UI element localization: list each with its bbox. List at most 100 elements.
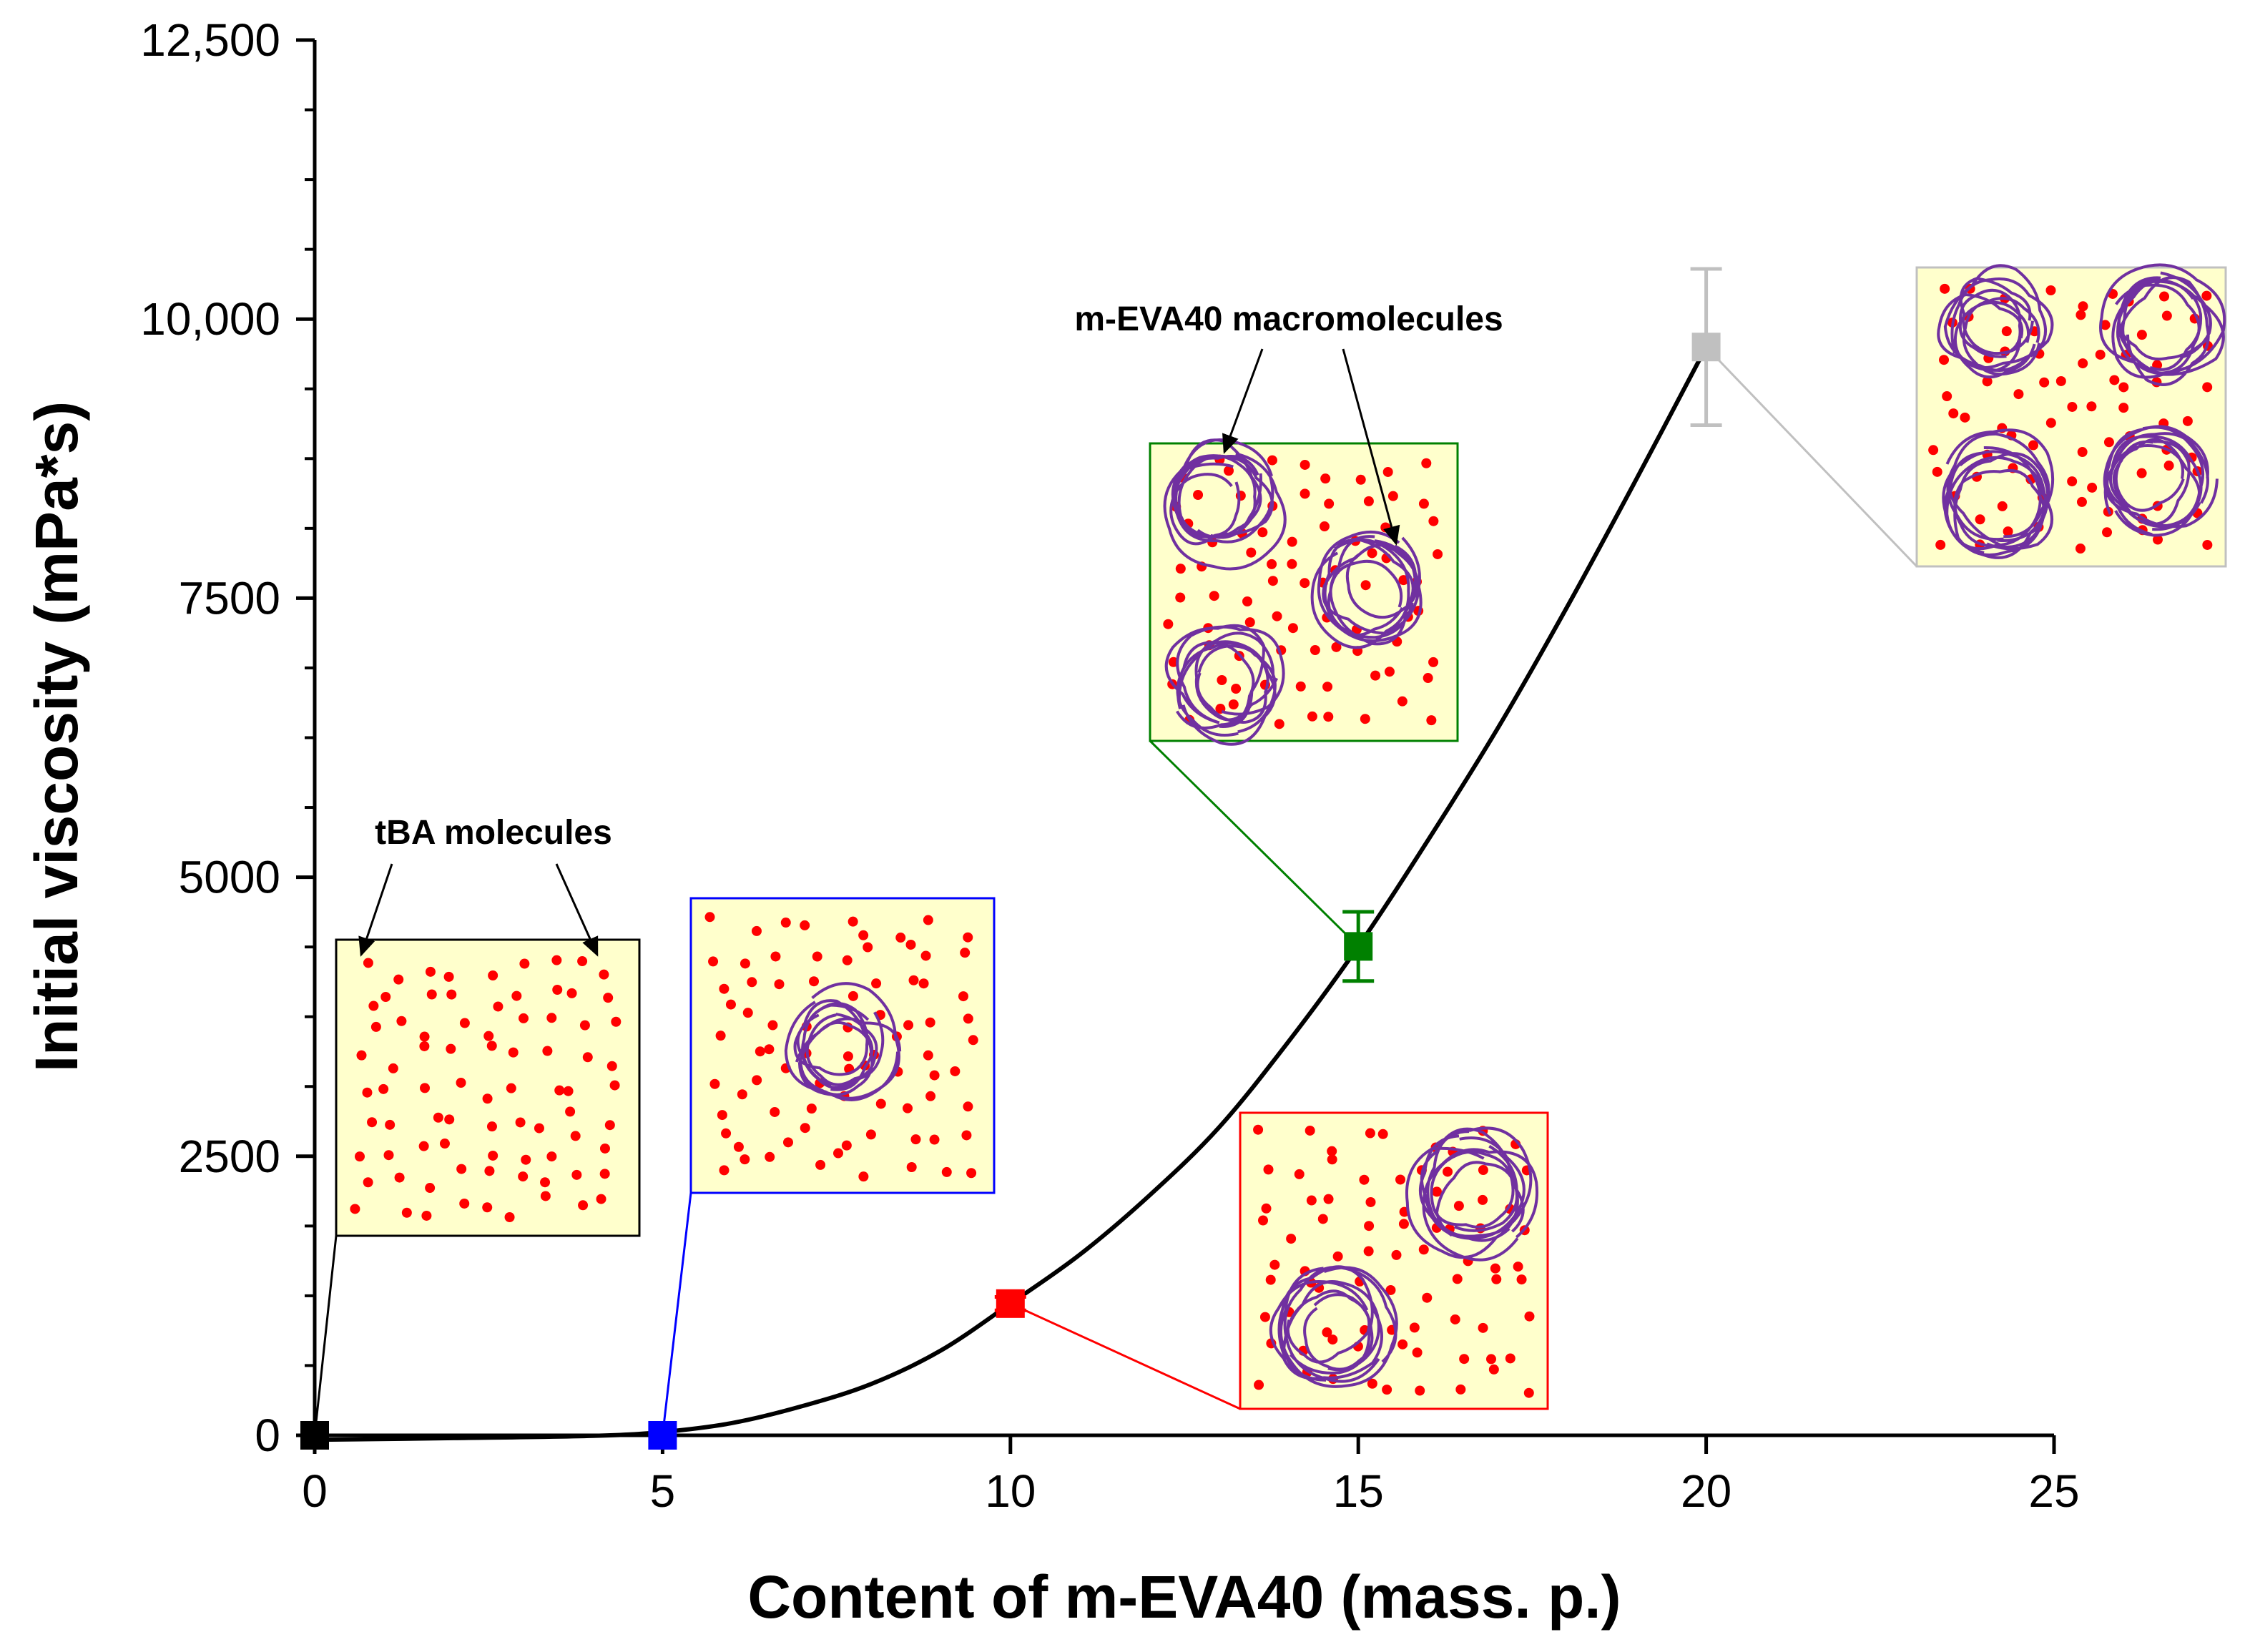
molecule-dot	[719, 1165, 729, 1176]
molecule-dot	[1428, 657, 1439, 667]
molecule-dot	[1300, 578, 1310, 589]
molecule-dot	[565, 1106, 576, 1117]
molecule-dot	[966, 1168, 977, 1179]
molecule-dot	[961, 1130, 972, 1141]
polymer-coil	[1310, 530, 1423, 649]
molecule-dot	[1327, 1146, 1337, 1156]
molecule-dot	[2045, 285, 2056, 295]
molecule-dot	[508, 1047, 519, 1058]
molecule-dot	[1261, 1203, 1272, 1214]
molecule-dot	[1320, 473, 1331, 484]
molecule-dot	[1478, 1165, 1488, 1176]
molecule-dot	[426, 989, 437, 1000]
molecule-dot	[920, 950, 931, 961]
molecule-dot	[396, 1016, 407, 1026]
molecule-dot	[1982, 376, 1993, 387]
molecule-dot	[721, 1128, 732, 1139]
molecule-dot	[378, 1083, 389, 1094]
molecule-dot	[1939, 355, 1950, 365]
molecule-dot	[582, 1052, 593, 1063]
molecule-dot	[1523, 1387, 1534, 1398]
molecule-dot	[841, 1140, 852, 1151]
polymer-coil	[2099, 263, 2226, 386]
molecule-dot	[809, 976, 820, 987]
inset-connector	[1149, 739, 1360, 948]
molecule-dot	[848, 990, 858, 1001]
molecule-dot	[2118, 403, 2129, 413]
molecule-dot	[1267, 455, 1277, 466]
molecule-dot	[925, 1017, 935, 1028]
molecule-dot	[1391, 1249, 1402, 1260]
molecule-dot	[709, 1078, 720, 1089]
molecule-dot	[419, 1041, 430, 1051]
molecule-dot	[1359, 1174, 1370, 1185]
molecule-dot	[903, 1020, 914, 1031]
ticks: 0 5 10 15 20 25 0 2500 5000 7500 10,000 12,500	[140, 14, 2079, 1517]
molecule-dot	[1360, 714, 1370, 724]
molecule-dot	[1948, 408, 1959, 419]
molecule-dot	[704, 912, 715, 923]
molecule-dot	[1367, 1378, 1377, 1389]
molecule-dot	[1193, 489, 1204, 500]
y-tick-label: 5000	[179, 852, 280, 903]
x-tick-label: 15	[1333, 1465, 1384, 1517]
arrow-meva-left	[1222, 348, 1264, 454]
molecule-dot	[1409, 1322, 1420, 1333]
molecule-dot	[2039, 377, 2050, 388]
molecule-dot	[421, 1210, 432, 1221]
molecule-dot	[1942, 391, 1952, 402]
data-point	[1691, 333, 1721, 362]
molecule-dot	[770, 951, 781, 962]
molecule-dot	[1513, 1262, 1523, 1272]
polymer-coil	[1269, 1265, 1398, 1388]
molecule-dot	[871, 978, 882, 989]
molecule-dot	[596, 1194, 606, 1204]
molecule-dot	[356, 1050, 367, 1061]
inset-connector	[661, 1192, 692, 1436]
molecule-dot	[1397, 696, 1408, 707]
molecule-dot	[740, 1154, 750, 1165]
molecule-dot	[606, 1061, 617, 1071]
molecule-dot	[848, 916, 858, 927]
molecule-dot	[521, 1154, 531, 1165]
molecule-dot	[504, 1212, 515, 1223]
molecule-dot	[806, 1103, 817, 1114]
molecule-dot	[2100, 320, 2111, 330]
molecule-dot	[506, 1083, 516, 1093]
molecule-dot	[1363, 1246, 1374, 1257]
molecule-dot	[774, 979, 785, 990]
molecule-dot	[362, 1087, 373, 1098]
molecule-dot	[1367, 548, 1377, 559]
molecule-dot	[546, 1151, 557, 1162]
molecule-dot	[425, 966, 436, 977]
molecule-dot	[383, 1150, 394, 1161]
molecule-dot	[2103, 437, 2114, 448]
molecule-dot	[770, 1106, 780, 1117]
inset-box	[1239, 1111, 1549, 1410]
molecule-dot	[446, 989, 457, 1000]
molecule-dot	[540, 1191, 551, 1201]
inset-3	[1149, 438, 1459, 948]
molecule-dot	[751, 925, 762, 936]
molecule-dot	[577, 956, 588, 967]
molecule-dot	[2077, 447, 2088, 458]
inset-connector	[1705, 346, 1918, 568]
molecule-dot	[433, 1112, 443, 1123]
molecule-dot	[542, 1046, 553, 1056]
molecule-dot	[1397, 1339, 1408, 1349]
molecule-dot	[1332, 1251, 1343, 1262]
molecule-dot	[1524, 1311, 1535, 1322]
molecule-dot	[552, 985, 563, 995]
molecule-dot	[1224, 466, 1234, 476]
molecule-dot	[484, 1166, 495, 1176]
molecule-dot	[1267, 576, 1278, 586]
molecule-dot	[579, 1020, 590, 1031]
molecule-dot	[1265, 1274, 1276, 1285]
molecule-dot	[603, 993, 614, 1003]
molecule-dot	[1385, 1284, 1396, 1295]
molecule-dot	[905, 939, 916, 950]
molecule-dot	[963, 1013, 973, 1024]
molecule-dot	[863, 942, 873, 953]
molecule-dot	[1267, 559, 1277, 569]
molecule-dot	[1428, 516, 1439, 526]
